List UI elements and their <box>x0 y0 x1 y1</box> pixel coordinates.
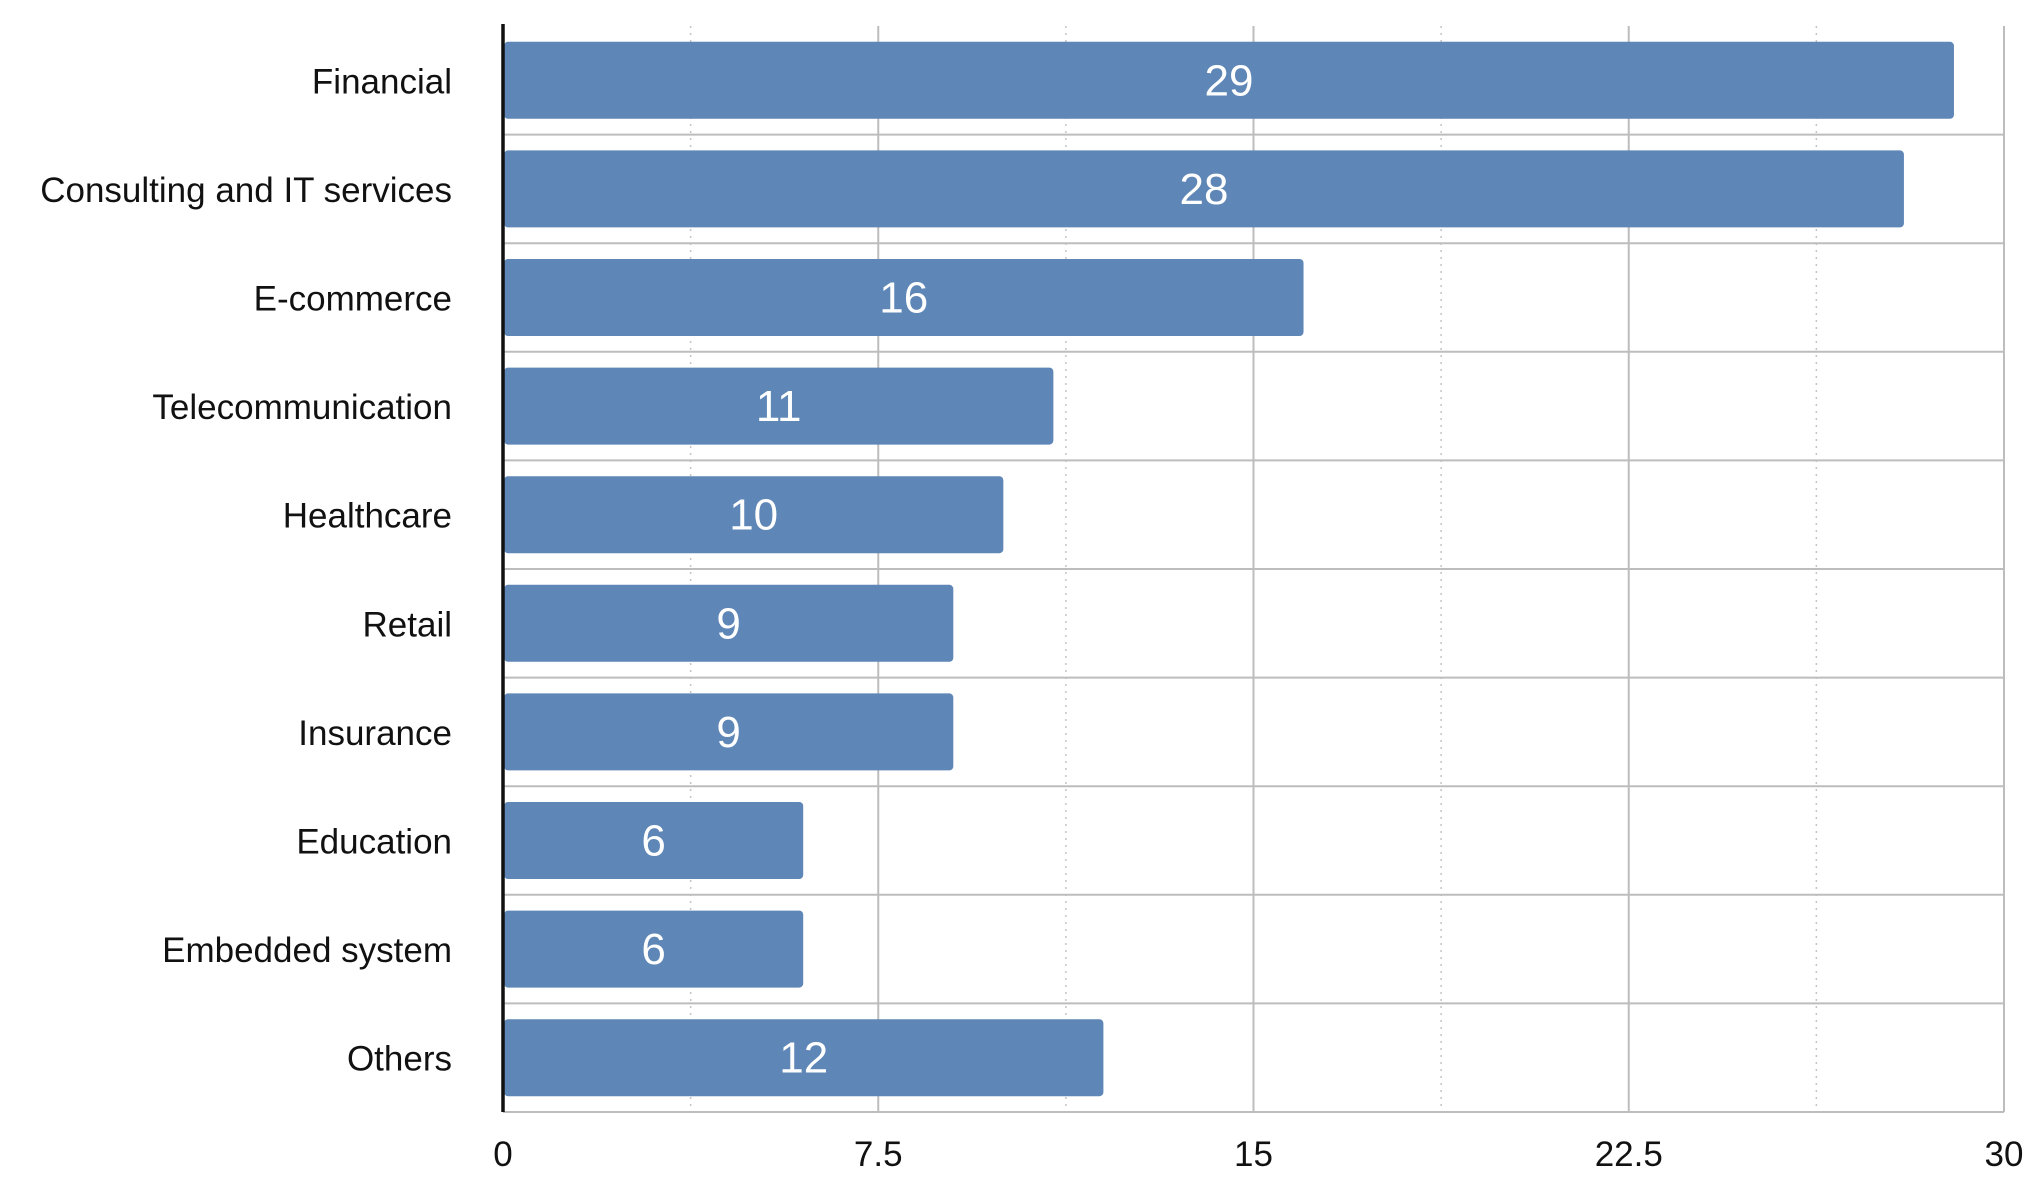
x-tick-label: 7.5 <box>854 1135 903 1174</box>
bar-value-label: 9 <box>716 708 740 757</box>
category-label: Financial <box>312 62 452 101</box>
grid-layer <box>503 26 2005 1113</box>
bar-value-label: 10 <box>729 491 778 540</box>
bar-value-label: 11 <box>756 382 802 431</box>
x-axis-ticks: 0 7.5 15 22.5 30 <box>493 1135 2023 1174</box>
bar-value-label: 6 <box>641 925 665 974</box>
x-tick-label: 15 <box>1234 1135 1273 1174</box>
bar <box>504 1019 1104 1097</box>
bar-value-label: 6 <box>641 817 665 866</box>
category-labels: Financial Consulting and IT services E-com… <box>40 62 452 1078</box>
bar-value-label: 12 <box>779 1034 828 1083</box>
category-label: Telecommunication <box>152 388 452 427</box>
bar <box>504 693 954 771</box>
bar <box>504 150 1904 228</box>
bar <box>504 584 954 662</box>
bars-layer: 29 28 16 11 10 9 9 6 6 12 <box>504 41 1954 1097</box>
category-label: Insurance <box>298 714 452 753</box>
bar-value-label: 16 <box>879 274 928 323</box>
bar <box>504 259 1304 336</box>
category-label: Embedded system <box>162 931 452 970</box>
x-tick-label: 22.5 <box>1595 1135 1663 1174</box>
category-label: Retail <box>363 605 452 644</box>
bar-value-label: 29 <box>1205 56 1254 105</box>
bar <box>504 910 804 988</box>
x-tick-label: 30 <box>1985 1135 2024 1174</box>
category-label: Education <box>296 823 452 862</box>
bar <box>504 41 1954 119</box>
x-tick-label: 0 <box>493 1135 512 1174</box>
category-label: Others <box>347 1040 452 1079</box>
bar <box>504 476 1004 554</box>
bar <box>504 367 1054 445</box>
category-label: Consulting and IT services <box>40 171 452 210</box>
category-label: E-commerce <box>254 280 452 319</box>
category-label: Healthcare <box>283 497 452 536</box>
bar-value-label: 28 <box>1179 165 1228 214</box>
bar-value-label: 9 <box>716 599 740 648</box>
bar <box>504 802 804 879</box>
